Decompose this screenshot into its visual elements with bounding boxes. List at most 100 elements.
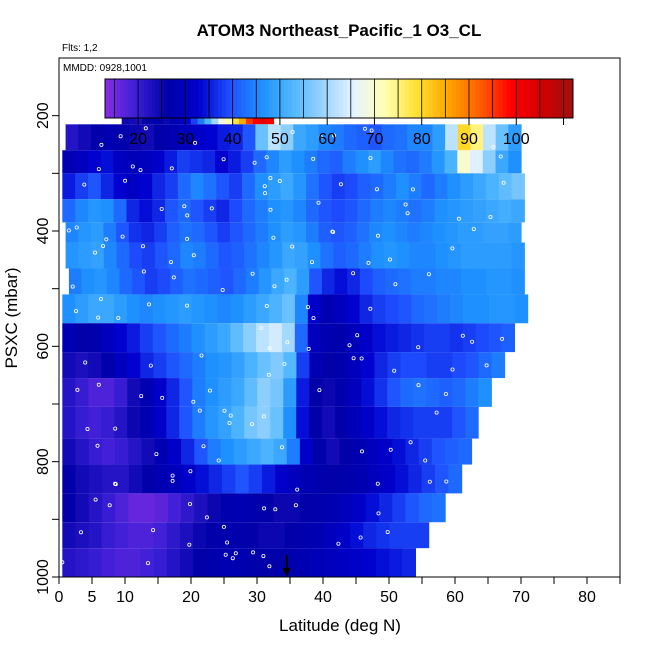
heatmap-cell: [101, 548, 116, 577]
heatmap-cell: [310, 548, 325, 577]
heatmap-cell: [114, 522, 129, 549]
heatmap-cell: [116, 222, 130, 243]
heatmap-cell: [488, 294, 503, 324]
heatmap-cell: [318, 199, 333, 223]
heatmap-cell: [266, 150, 280, 174]
heatmap-cell: [423, 323, 438, 353]
x-tick-label: 5: [88, 589, 97, 606]
colorbar-swatch: [292, 79, 297, 118]
observation-point: [501, 180, 506, 185]
observation-point: [113, 426, 118, 431]
heatmap-cell: [129, 242, 143, 269]
heatmap-cell: [141, 438, 156, 465]
observation-point: [359, 356, 364, 361]
heatmap-cell: [140, 522, 155, 549]
observation-point: [282, 361, 287, 366]
observation-point: [338, 182, 343, 187]
heatmap-cell: [240, 150, 255, 174]
observation-point: [268, 207, 273, 212]
heatmap-cell: [270, 378, 284, 407]
observation-point: [184, 303, 189, 308]
heatmap-cell: [152, 294, 167, 324]
heatmap-cell: [62, 294, 76, 324]
heatmap-cell: [309, 352, 324, 379]
colorbar-tick-label: 80: [413, 131, 431, 148]
heatmap-cell: [485, 173, 500, 200]
heatmap-cell: [258, 522, 273, 549]
observation-point: [207, 388, 212, 393]
heatmap-cell: [387, 406, 401, 439]
heatmap-cell: [203, 199, 217, 223]
observation-point: [385, 530, 390, 535]
x-axis-label: Latitude (deg N): [279, 616, 401, 635]
heatmap-cell: [215, 150, 229, 174]
colorbar-swatch: [272, 79, 278, 118]
colorbar-swatch: [218, 79, 223, 118]
heatmap-cell: [350, 548, 364, 577]
heatmap-cell: [126, 323, 141, 353]
heatmap-cell: [445, 124, 459, 151]
heatmap-cell: [231, 406, 245, 439]
observation-point: [123, 178, 128, 183]
heatmap-cell: [345, 242, 360, 269]
heatmap-cell: [88, 378, 102, 407]
observation-point: [185, 213, 190, 218]
heatmap-cell: [511, 268, 525, 295]
heatmap-cell: [141, 222, 155, 243]
heatmap-cell: [472, 173, 487, 200]
heatmap-cell: [294, 294, 309, 324]
heatmap-cell: [331, 173, 346, 200]
heatmap-cell: [447, 242, 462, 269]
heatmap-cell: [103, 124, 117, 151]
heatmap-cell: [465, 378, 479, 407]
heatmap-cell: [152, 199, 166, 223]
heatmap-cell: [344, 173, 359, 200]
heatmap-cell: [280, 199, 294, 223]
heatmap-cell: [326, 493, 341, 523]
heatmap-cell: [195, 268, 209, 295]
heatmap-cell: [293, 124, 307, 151]
plot-frame: [58, 57, 621, 578]
colorbar-swatch: [405, 79, 410, 118]
heatmap-cell: [216, 173, 230, 200]
heatmap-cell: [65, 242, 79, 269]
heatmap-cell: [394, 124, 408, 151]
heatmap-cell: [372, 294, 387, 324]
heatmap-cell: [233, 493, 248, 523]
heatmap-cell: [152, 323, 167, 353]
heatmap-cell: [139, 173, 153, 200]
y-tick-label: 200: [35, 102, 52, 129]
colorbar-swatch: [249, 79, 254, 118]
observation-point: [79, 530, 84, 535]
heatmap-cell: [402, 548, 416, 577]
heatmap-cell: [142, 464, 157, 494]
heatmap-cell: [304, 150, 318, 174]
colorbar-swatch: [370, 79, 375, 118]
colorbar-swatch: [378, 79, 383, 118]
colorbar-swatch: [522, 79, 527, 118]
observation-point: [273, 507, 278, 512]
heatmap-cell: [62, 378, 76, 407]
heatmap-cell: [450, 294, 464, 324]
heatmap-cell: [307, 323, 322, 353]
heatmap-cell: [322, 378, 336, 407]
heatmap-cell: [168, 464, 183, 494]
colorbar-swatch: [495, 79, 500, 118]
heatmap-cell: [445, 222, 459, 243]
heatmap-cell: [370, 199, 384, 223]
heatmap-cell: [408, 464, 423, 494]
heatmap-cell: [458, 438, 473, 465]
heatmap-cell: [166, 548, 181, 577]
observation-point: [187, 542, 192, 547]
observation-point: [268, 176, 273, 181]
heatmap-cell: [269, 242, 283, 269]
heatmap-cell: [243, 323, 257, 353]
observation-point: [170, 473, 175, 478]
colorbar-swatch: [362, 79, 367, 118]
heatmap-cell: [357, 199, 371, 223]
colorbar-swatch: [452, 79, 457, 118]
heatmap-cell: [142, 242, 156, 269]
heatmap-cell: [182, 464, 196, 494]
heatmap-cell: [358, 242, 372, 269]
observation-point: [285, 340, 290, 345]
